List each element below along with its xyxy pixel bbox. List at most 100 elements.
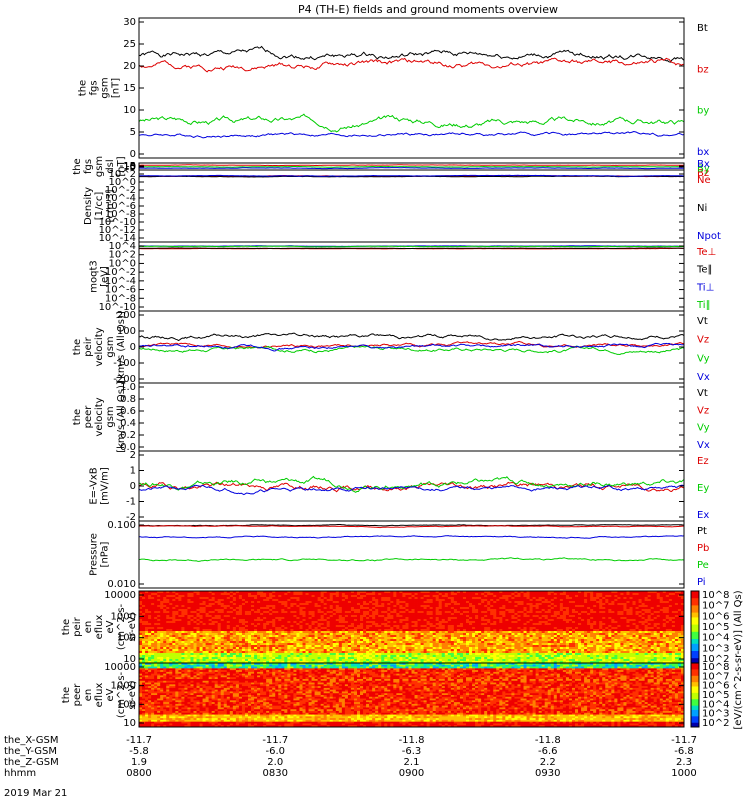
heatmap-cell: [399, 615, 403, 618]
heatmap-cell: [399, 611, 403, 614]
heatmap-cell: [366, 637, 370, 640]
heatmap-cell: [335, 601, 340, 604]
heatmap-cell: [208, 597, 213, 600]
heatmap-cell: [187, 633, 191, 636]
heatmap-cell: [184, 657, 188, 660]
heatmap-cell: [248, 603, 252, 606]
heatmap-cell: [420, 623, 425, 626]
heatmap-cell: [208, 591, 213, 594]
heatmap-cell: [196, 651, 200, 654]
heatmap-cell: [172, 605, 176, 608]
heatmap-cell: [217, 647, 222, 650]
heatmap-cell: [160, 631, 164, 634]
series-line-Ti∥: [138, 245, 684, 248]
heatmap-cell: [254, 629, 258, 632]
heatmap-cell: [375, 621, 379, 624]
heatmap-cell: [248, 607, 252, 610]
heatmap-cell: [411, 597, 415, 600]
heatmap-cell: [251, 631, 255, 634]
heatmap-cell: [372, 623, 376, 626]
heatmap-cell: [181, 611, 185, 614]
heatmap-cell: [142, 617, 146, 620]
heatmap-cell: [435, 637, 440, 640]
heatmap-cell: [284, 611, 288, 614]
heatmap-cell: [375, 593, 379, 596]
heatmap-cell: [205, 655, 210, 658]
heatmap-cell: [435, 605, 440, 608]
y-tick-label: 0.100: [107, 520, 136, 531]
heatmap-cell: [163, 637, 167, 640]
heatmap-cell: [202, 633, 207, 636]
heatmap-cell: [432, 609, 437, 612]
heatmap-cell: [244, 633, 249, 636]
heatmap-cell: [305, 597, 309, 600]
heatmap-cell: [387, 619, 391, 622]
heatmap-cell: [372, 593, 376, 596]
heatmap-cell: [393, 629, 397, 632]
heatmap-cell: [278, 613, 282, 616]
heatmap-cell: [405, 625, 409, 628]
heatmap-cell: [335, 635, 340, 638]
heatmap-cell: [184, 615, 188, 618]
heatmap-cell: [214, 651, 219, 654]
heatmap-cell: [154, 607, 158, 610]
heatmap-cell: [244, 625, 249, 628]
heatmap-cell: [320, 615, 325, 618]
heatmap-cell: [214, 637, 219, 640]
series-line-by: [138, 113, 685, 133]
heatmap-cell: [372, 643, 376, 646]
heatmap-cell: [432, 653, 437, 656]
heatmap-cell: [148, 655, 152, 658]
heatmap-cell: [290, 597, 294, 600]
heatmap-cell: [226, 595, 231, 598]
heatmap-cell: [411, 621, 415, 624]
heatmap-cell: [360, 655, 364, 658]
heatmap-cell: [390, 621, 394, 624]
heatmap-cell: [420, 621, 425, 624]
heatmap-cell: [263, 621, 267, 624]
heatmap-cell: [211, 661, 216, 664]
heatmap-cell: [329, 603, 334, 606]
y-axis-label: the: [72, 339, 83, 355]
heatmap-cell: [408, 647, 412, 650]
heatmap-cell: [435, 641, 440, 644]
heatmap-cell: [347, 641, 352, 644]
heatmap-cell: [229, 599, 234, 602]
heatmap-cell: [341, 653, 346, 656]
heatmap-cell: [366, 647, 370, 650]
heatmap-cell: [353, 609, 358, 612]
heatmap-cell: [366, 595, 370, 598]
heatmap-cell: [438, 605, 443, 608]
heatmap-cell: [190, 619, 194, 622]
heatmap-cell: [372, 649, 376, 652]
heatmap-cell: [338, 653, 343, 656]
heatmap-cell: [393, 603, 397, 606]
heatmap-cell: [226, 635, 231, 638]
heatmap-cell: [217, 653, 222, 656]
heatmap-cell: [341, 603, 346, 606]
heatmap-cell: [160, 597, 164, 600]
heatmap-cell: [366, 605, 370, 608]
heatmap-cell: [241, 653, 246, 656]
heatmap-cell: [372, 597, 376, 600]
heatmap-cell: [190, 625, 194, 628]
heatmap-cell: [387, 629, 391, 632]
heatmap-cell: [296, 613, 300, 616]
heatmap-cell: [338, 643, 343, 646]
heatmap-cell: [238, 631, 243, 634]
heatmap-cell: [299, 645, 303, 648]
heatmap-cell: [172, 603, 176, 606]
heatmap-cell: [426, 639, 431, 642]
heatmap-cell: [145, 617, 149, 620]
heatmap-cell: [296, 657, 300, 660]
heatmap-cell: [163, 593, 167, 596]
heatmap-cell: [226, 629, 231, 632]
heatmap-cell: [341, 659, 346, 662]
heatmap-cell: [269, 627, 273, 630]
heatmap-cell: [311, 647, 316, 650]
heatmap-cell: [329, 649, 334, 652]
heatmap-cell: [369, 643, 373, 646]
heatmap-cell: [248, 635, 252, 638]
heatmap-cell: [184, 627, 188, 630]
